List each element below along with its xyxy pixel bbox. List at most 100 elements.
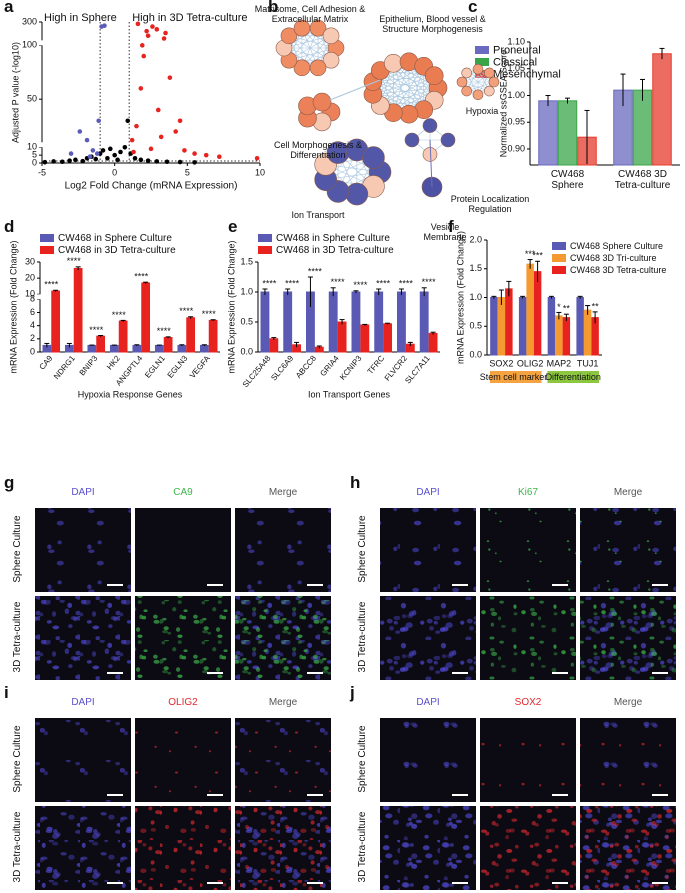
significance: ** bbox=[563, 304, 571, 314]
data-point bbox=[177, 118, 183, 124]
x-tick-label: CA9 bbox=[38, 353, 55, 371]
network-edge bbox=[372, 75, 435, 95]
x-tick-label: VEGFA bbox=[188, 353, 212, 380]
bar bbox=[383, 323, 392, 353]
legend-label: CW468 in Sphere Culture bbox=[276, 233, 390, 244]
marker bbox=[235, 806, 331, 890]
column-label: SOX2 bbox=[514, 697, 542, 708]
network-edge bbox=[372, 75, 435, 82]
bar bbox=[351, 291, 361, 353]
x-tick-label: KCNIP3 bbox=[338, 353, 364, 381]
bar bbox=[360, 324, 370, 353]
bar bbox=[141, 282, 151, 353]
data-point bbox=[192, 160, 197, 165]
data-point bbox=[84, 137, 90, 143]
bar bbox=[562, 317, 571, 356]
marker bbox=[580, 508, 676, 592]
network-edge bbox=[380, 75, 435, 106]
column-label: Ki67 bbox=[517, 487, 538, 498]
legend-label: Classical bbox=[493, 56, 537, 68]
cluster-label: Ion Transport bbox=[291, 210, 345, 220]
group-bar bbox=[547, 371, 599, 383]
network-edge bbox=[429, 139, 433, 188]
network-node bbox=[383, 54, 403, 73]
y-tick-label: 1.00 bbox=[507, 90, 525, 100]
bar bbox=[547, 297, 556, 356]
significance: **** bbox=[157, 326, 172, 336]
significance: **** bbox=[89, 325, 104, 335]
row-label: 3D Tetra-culture bbox=[12, 811, 23, 883]
legend-label: Mesenchymal bbox=[493, 68, 561, 80]
panel-letter: a bbox=[4, 0, 14, 16]
legend-swatch bbox=[40, 234, 54, 242]
nuclei bbox=[35, 718, 131, 802]
y-tick-label: 2 bbox=[30, 333, 35, 343]
data-point bbox=[118, 149, 123, 155]
bar bbox=[154, 344, 164, 353]
significance: ** bbox=[592, 301, 600, 311]
x-tick-label: SOX2 bbox=[489, 358, 513, 368]
y-axis-label: mRNA Expression (Fold Change) bbox=[8, 240, 18, 373]
significance: **** bbox=[308, 266, 323, 276]
y-tick-label: 0.5 bbox=[240, 316, 253, 326]
nuclei bbox=[35, 508, 131, 592]
x-tick-label: 5 bbox=[185, 167, 190, 177]
legend-label: CW468 Sphere Culture bbox=[570, 241, 663, 251]
marker bbox=[135, 596, 231, 680]
y-tick-label: 0.0 bbox=[240, 346, 253, 356]
data-point bbox=[135, 21, 141, 27]
x-tick-label: CW468 Sphere bbox=[550, 169, 585, 191]
network-node bbox=[484, 85, 495, 97]
axis-break bbox=[38, 142, 46, 148]
data-point bbox=[138, 157, 144, 163]
legend-swatch bbox=[552, 242, 566, 250]
data-point bbox=[144, 28, 149, 34]
data-point bbox=[138, 86, 144, 91]
x-tick-label: CW468 3D Tetra-culture bbox=[614, 169, 671, 191]
row-label: Sphere Culture bbox=[12, 725, 23, 793]
x-axis-label: Ion Transport Genes bbox=[308, 389, 391, 399]
group-bar bbox=[490, 371, 542, 383]
data-point bbox=[51, 159, 56, 164]
network-node bbox=[461, 67, 472, 79]
significance: **** bbox=[422, 277, 437, 287]
marker bbox=[580, 806, 676, 890]
bar bbox=[132, 344, 142, 353]
panel-letter: e bbox=[228, 217, 238, 236]
marker bbox=[235, 508, 331, 592]
group-label: Stem cell markers bbox=[480, 372, 553, 382]
row-label: 3D Tetra-culture bbox=[357, 811, 368, 883]
data-point bbox=[80, 158, 85, 164]
bar bbox=[576, 297, 584, 356]
row-label: Sphere Culture bbox=[357, 515, 368, 583]
marker bbox=[135, 508, 231, 592]
y-tick-label: 2.0 bbox=[469, 234, 482, 244]
network-node bbox=[362, 146, 385, 169]
y-tick-label: 100 bbox=[22, 40, 37, 50]
y-tick-label: 20 bbox=[25, 273, 35, 283]
y-tick-label: 1.5 bbox=[240, 256, 253, 266]
legend-label: CW468 in Sphere Culture bbox=[58, 233, 172, 244]
y-tick-label: 0.95 bbox=[507, 117, 525, 127]
data-point bbox=[141, 53, 147, 59]
network-node bbox=[399, 104, 419, 124]
bar bbox=[199, 344, 209, 353]
data-point bbox=[161, 36, 167, 41]
bar bbox=[374, 291, 384, 353]
bar bbox=[260, 291, 270, 353]
marker bbox=[580, 718, 676, 802]
network-node bbox=[312, 92, 332, 112]
x-tick-label: -5 bbox=[38, 167, 46, 177]
bar bbox=[652, 53, 672, 166]
cluster-label: Epithelium, Blood vessel & Structure Mor… bbox=[379, 14, 486, 34]
bar bbox=[518, 297, 527, 356]
significance: **** bbox=[179, 306, 194, 316]
significance: **** bbox=[353, 280, 368, 290]
y-tick-label: 0 bbox=[30, 346, 35, 356]
data-point bbox=[217, 154, 222, 160]
y-tick-label: 1.5 bbox=[469, 263, 482, 273]
bar bbox=[208, 319, 218, 353]
network-node bbox=[309, 19, 327, 37]
legend-swatch bbox=[475, 70, 489, 78]
column-label: DAPI bbox=[416, 487, 440, 498]
